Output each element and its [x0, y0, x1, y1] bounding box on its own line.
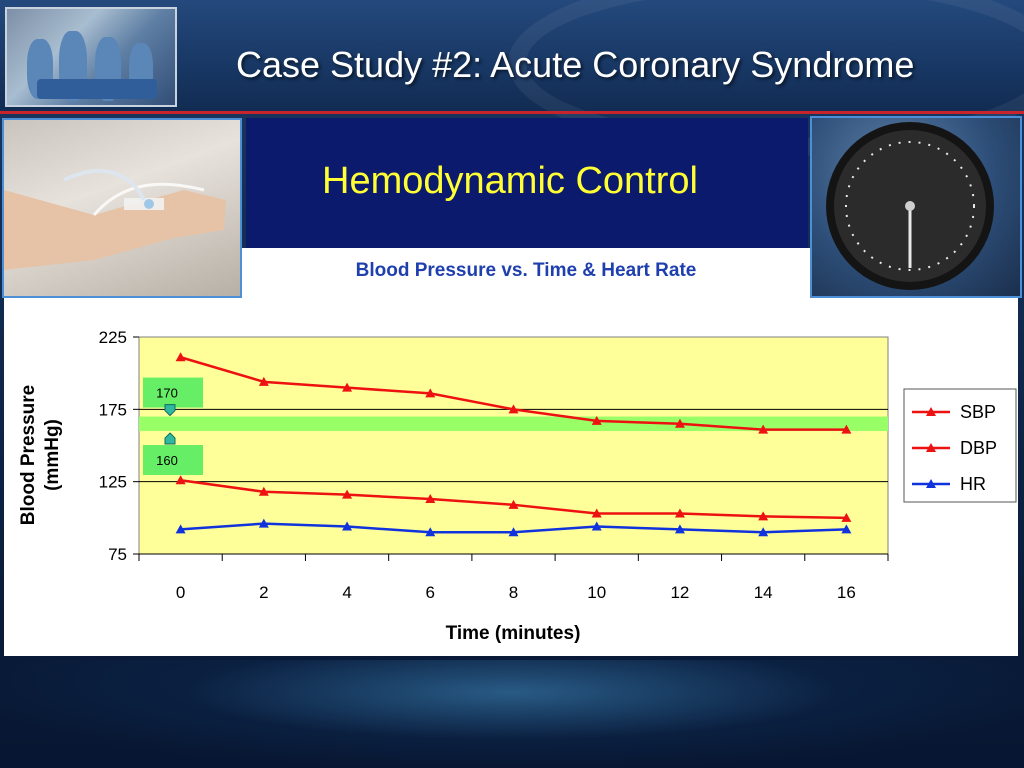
surgery-team-photo — [5, 7, 177, 107]
dbp-point — [758, 511, 769, 521]
section-title: Hemodynamic Control — [322, 160, 698, 202]
x-tick-label: 6 — [426, 583, 435, 602]
y-axis-title: Blood Pressure (mmHg) — [18, 385, 63, 525]
x-tick-label: 0 — [176, 583, 185, 602]
hr-point — [758, 527, 769, 537]
dbp-point — [841, 512, 852, 522]
y-axis-title-line-1: Blood Pressure — [18, 385, 39, 525]
sbp-point — [258, 376, 269, 386]
y-axis-title-line-2: (mmHg) — [42, 419, 63, 491]
annotation-label-170: 170 — [156, 386, 178, 401]
bp-chart: 75 125 175 225 0 2 4 6 8 10 12 14 16 170 160 Blood Pr… — [18, 328, 1017, 644]
legend: SBP DBP HR — [903, 388, 1017, 503]
target-range-band — [139, 416, 888, 432]
annotation-arrow-160 — [164, 432, 176, 445]
annotation-box-160 — [143, 445, 203, 476]
y-tick-label: 75 — [108, 545, 127, 564]
bp-gauge-photo — [810, 116, 1022, 298]
sbp-point — [591, 415, 602, 425]
dbp-point — [342, 489, 353, 499]
x-tick-label: 8 — [509, 583, 518, 602]
x-tick-label: 14 — [754, 583, 773, 602]
hr-point — [175, 524, 186, 534]
chart-subtitle: Blood Pressure vs. Time & Heart Rate — [355, 260, 697, 281]
subtitle-strip: Blood Pressure vs. Time & Heart Rate — [246, 248, 808, 300]
annotation-arrow-170 — [164, 404, 176, 417]
hr-point — [841, 524, 852, 534]
x-tick-label: 10 — [587, 583, 606, 602]
x-axis-title: Time (minutes) — [446, 623, 581, 644]
legend-label-sbp: SBP — [960, 402, 996, 422]
y-tick-label: 175 — [99, 400, 127, 419]
sbp-point — [175, 352, 186, 362]
dbp-point — [425, 494, 436, 504]
hr-point — [342, 521, 353, 531]
legend-marker-hr — [926, 479, 936, 488]
y-tick-label: 225 — [99, 328, 127, 347]
sbp-point — [425, 388, 436, 398]
x-tick-label: 16 — [837, 583, 856, 602]
dbp-point — [258, 486, 269, 496]
x-tick-label: 4 — [342, 583, 351, 602]
sbp-point — [674, 418, 685, 428]
dbp-point — [508, 499, 519, 509]
iv-arm-photo — [2, 118, 242, 298]
legend-marker-dbp — [926, 443, 936, 452]
dbp-point — [175, 475, 186, 485]
legend-marker-sbp — [926, 407, 936, 416]
section-title-panel: Hemodynamic Control — [246, 118, 808, 248]
dbp-point — [674, 508, 685, 518]
iv-arm-illustration — [4, 169, 226, 270]
sbp-point — [841, 424, 852, 434]
x-tick-label: 12 — [670, 583, 689, 602]
sbp-point — [508, 404, 519, 414]
hr-point — [591, 521, 602, 531]
header-divider — [0, 111, 1024, 114]
footer-glow — [0, 660, 1024, 768]
legend-label-dbp: DBP — [960, 438, 997, 458]
dbp-point — [591, 508, 602, 518]
y-tick-label: 125 — [99, 473, 127, 492]
slide-title: Case Study #2: Acute Coronary Syndrome — [236, 44, 915, 85]
annotation-label-160: 160 — [156, 453, 178, 468]
sbp-point — [342, 382, 353, 392]
legend-label-hr: HR — [960, 474, 986, 494]
x-tick-label: 2 — [259, 583, 268, 602]
hr-point — [508, 527, 519, 537]
plot-area — [138, 336, 889, 555]
hr-point — [258, 518, 269, 528]
hr-point — [425, 527, 436, 537]
hr-point — [674, 524, 685, 534]
sbp-point — [758, 424, 769, 434]
annotation-box-170 — [143, 377, 203, 408]
gauge-illustration — [826, 122, 994, 290]
